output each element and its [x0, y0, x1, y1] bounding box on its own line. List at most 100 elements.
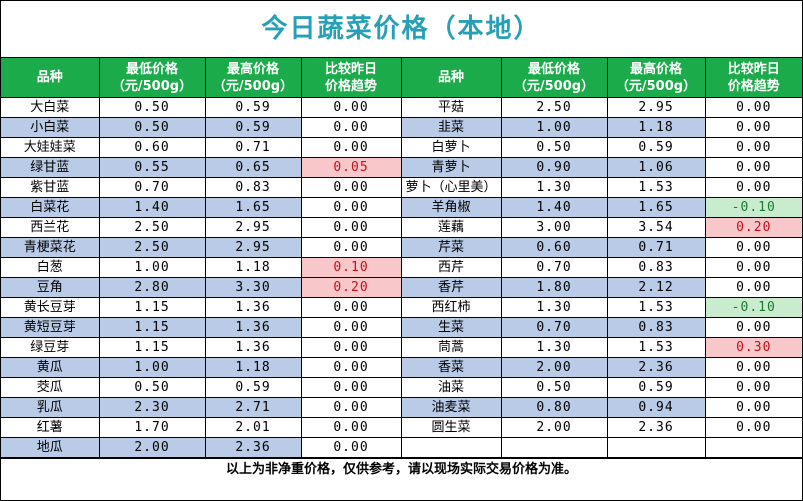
right-variety-cell: 羊角椒 [400, 197, 502, 218]
left-trend-cell: 0.00 [300, 217, 402, 238]
left-trend-cell: 0.00 [300, 237, 402, 258]
right-variety-cell: 香菜 [400, 357, 502, 378]
header-min-price-left: 最低价格 （元/500g） [98, 58, 206, 98]
right-min-price-cell: 0.80 [500, 397, 608, 418]
right-min-price-cell: 1.30 [500, 337, 608, 358]
header-variety-left: 品种 [1, 58, 100, 98]
left-max-price-cell: 1.65 [204, 197, 302, 218]
header-max-price-left: 最高价格 （元/500g） [204, 58, 302, 98]
right-variety-cell: 西芹 [400, 257, 502, 278]
right-min-price-cell: 0.50 [500, 137, 608, 158]
right-min-price-cell: 2.50 [500, 97, 608, 118]
left-variety-cell: 白葱 [1, 257, 100, 278]
left-variety-cell: 豆角 [1, 277, 100, 298]
right-trend-cell: 0.00 [704, 137, 802, 158]
table-row: 大白菜 0.50 0.59 0.00 平菇 2.50 2.95 0.00 [1, 97, 802, 118]
table-row: 地瓜 2.00 2.36 0.00 [1, 437, 802, 458]
right-max-price-cell: 1.65 [606, 197, 706, 218]
table-row: 紫甘蓝 0.70 0.83 0.00 萝卜（心里美） 1.30 1.53 0.00 [1, 177, 802, 198]
left-max-price-cell: 2.71 [204, 397, 302, 418]
table-row: 茭瓜 0.50 0.59 0.00 油菜 0.50 0.59 0.00 [1, 377, 802, 398]
right-trend-cell: 0.00 [704, 277, 802, 298]
table-row: 黄瓜 1.00 1.18 0.00 香菜 2.00 2.36 0.00 [1, 357, 802, 378]
left-trend-cell: 0.00 [300, 357, 402, 378]
left-max-price-cell: 2.01 [204, 417, 302, 438]
left-min-price-cell: 1.15 [98, 297, 206, 318]
right-variety-cell [400, 437, 502, 458]
header-min-price-right: 最低价格 （元/500g） [500, 58, 608, 98]
disclaimer-footer: 以上为非净重价格，仅供参考，请以现场实际交易价格为准。 [1, 458, 802, 481]
right-min-price-cell: 1.30 [500, 297, 608, 318]
left-max-price-cell: 0.83 [204, 177, 302, 198]
right-max-price-cell: 2.12 [606, 277, 706, 298]
right-max-price-cell: 1.53 [606, 177, 706, 198]
right-variety-cell: 油菜 [400, 377, 502, 398]
left-min-price-cell: 2.50 [98, 237, 206, 258]
left-variety-cell: 乳瓜 [1, 397, 100, 418]
left-max-price-cell: 1.18 [204, 257, 302, 278]
left-variety-cell: 红薯 [1, 417, 100, 438]
left-trend-cell: 0.20 [300, 277, 402, 298]
left-min-price-cell: 2.80 [98, 277, 206, 298]
table-row: 小白菜 0.50 0.59 0.00 韭菜 1.00 1.18 0.00 [1, 117, 802, 138]
right-variety-cell: 青萝卜 [400, 157, 502, 178]
left-trend-cell: 0.10 [300, 257, 402, 278]
right-variety-cell: 芹菜 [400, 237, 502, 258]
right-max-price-cell: 1.06 [606, 157, 706, 178]
right-min-price-cell [500, 437, 608, 458]
right-min-price-cell: 0.70 [500, 317, 608, 338]
table-row: 黄长豆芽 1.15 1.36 0.00 西红柿 1.30 1.53 -0.10 [1, 297, 802, 318]
left-max-price-cell: 0.71 [204, 137, 302, 158]
left-trend-cell: 0.00 [300, 117, 402, 138]
left-min-price-cell: 0.50 [98, 117, 206, 138]
right-variety-cell: 圆生菜 [400, 417, 502, 438]
left-variety-cell: 黄瓜 [1, 357, 100, 378]
table-row: 白葱 1.00 1.18 0.10 西芹 0.70 0.83 0.00 [1, 257, 802, 278]
table-row: 西兰花 2.50 2.95 0.00 莲藕 3.00 3.54 0.20 [1, 217, 802, 238]
right-min-price-cell: 1.40 [500, 197, 608, 218]
table-row: 乳瓜 2.30 2.71 0.00 油麦菜 0.80 0.94 0.00 [1, 397, 802, 418]
left-min-price-cell: 1.15 [98, 317, 206, 338]
left-max-price-cell: 2.95 [204, 237, 302, 258]
right-trend-cell: 0.00 [704, 177, 802, 198]
left-min-price-cell: 0.50 [98, 97, 206, 118]
right-min-price-cell: 2.00 [500, 417, 608, 438]
left-max-price-cell: 1.18 [204, 357, 302, 378]
left-variety-cell: 青梗菜花 [1, 237, 100, 258]
left-min-price-cell: 1.00 [98, 257, 206, 278]
price-table: 品种 最低价格 （元/500g） 最高价格 （元/500g） 比较昨日 价格趋势 品种… [1, 58, 802, 458]
left-min-price-cell: 1.15 [98, 337, 206, 358]
left-max-price-cell: 1.36 [204, 337, 302, 358]
page-title: 今日蔬菜价格（本地） [1, 1, 802, 58]
right-trend-cell: 0.00 [704, 237, 802, 258]
right-trend-cell: 0.00 [704, 357, 802, 378]
left-max-price-cell: 0.59 [204, 117, 302, 138]
right-variety-cell: 茼蒿 [400, 337, 502, 358]
right-trend-cell: 0.30 [704, 337, 802, 358]
left-min-price-cell: 1.40 [98, 197, 206, 218]
header-max-price-right: 最高价格 （元/500g） [606, 58, 706, 98]
left-min-price-cell: 2.00 [98, 437, 206, 458]
left-variety-cell: 茭瓜 [1, 377, 100, 398]
right-max-price-cell: 1.18 [606, 117, 706, 138]
right-trend-cell: 0.00 [704, 157, 802, 178]
right-max-price-cell: 1.53 [606, 337, 706, 358]
table-row: 绿豆芽 1.15 1.36 0.00 茼蒿 1.30 1.53 0.30 [1, 337, 802, 358]
right-max-price-cell: 2.36 [606, 357, 706, 378]
left-trend-cell: 0.00 [300, 397, 402, 418]
table-row: 白菜花 1.40 1.65 0.00 羊角椒 1.40 1.65 -0.10 [1, 197, 802, 218]
left-trend-cell: 0.00 [300, 337, 402, 358]
left-variety-cell: 绿甘蓝 [1, 157, 100, 178]
left-trend-cell: 0.00 [300, 137, 402, 158]
left-max-price-cell: 0.59 [204, 97, 302, 118]
right-trend-cell: 0.00 [704, 417, 802, 438]
right-variety-cell: 油麦菜 [400, 397, 502, 418]
left-variety-cell: 绿豆芽 [1, 337, 100, 358]
left-max-price-cell: 2.95 [204, 217, 302, 238]
header-trend-left: 比较昨日 价格趋势 [300, 58, 402, 98]
left-variety-cell: 小白菜 [1, 117, 100, 138]
right-trend-cell: 0.20 [704, 217, 802, 238]
right-min-price-cell: 2.00 [500, 357, 608, 378]
right-max-price-cell: 2.36 [606, 417, 706, 438]
left-variety-cell: 大白菜 [1, 97, 100, 118]
